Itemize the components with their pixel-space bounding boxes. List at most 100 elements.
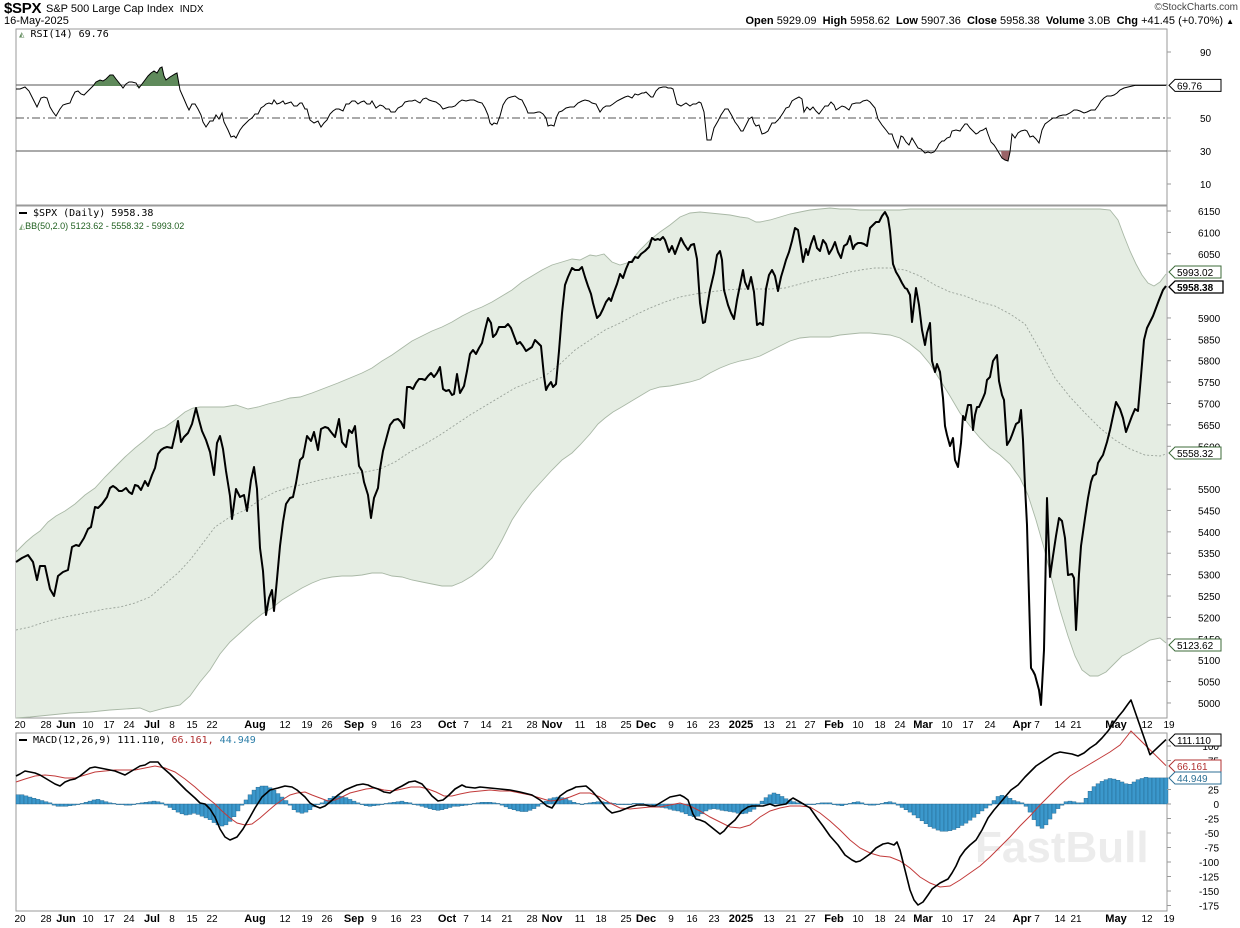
date-tick-label: 11	[575, 914, 586, 925]
bb-indicator-icon: ◭	[19, 222, 26, 231]
index-title: S&P 500 Large Cap Index	[46, 3, 174, 15]
date-tick-label: 24	[984, 720, 996, 731]
value-tag: 66.161	[1177, 762, 1208, 773]
date-tick-label: 21	[1070, 914, 1082, 925]
date-tick-label: 18	[595, 720, 607, 731]
high-value: 5958.62	[850, 15, 890, 27]
date-tick-label: 19	[1163, 914, 1175, 925]
value-tag: 5558.32	[1177, 449, 1214, 460]
volume-value: 3.0B	[1087, 15, 1111, 27]
rsi-legend-text: RSI(14) 69.76	[30, 29, 109, 40]
date-tick-label: 16	[686, 720, 698, 731]
macd-line	[15, 699, 1167, 906]
macd-signal-line	[15, 730, 1167, 888]
date-tick-label: 21	[785, 914, 797, 925]
date-tick-label: 15	[186, 720, 198, 731]
bollinger-band-fill	[16, 208, 1166, 718]
date-tick-label: 12	[1141, 720, 1153, 731]
date-tick-label: 23	[708, 720, 720, 731]
date-tick-label: 19	[301, 720, 313, 731]
date-tick-label: 19	[1163, 720, 1175, 731]
bollinger-lower-band	[15, 332, 1167, 719]
macd-tick-label: -175	[1199, 902, 1219, 913]
date-tick-label: Dec	[636, 913, 656, 925]
value-tag: 5958.38	[1177, 283, 1214, 294]
date-tick-label: 10	[852, 914, 864, 925]
fastbull-watermark: FastBull	[975, 823, 1149, 872]
date-tick-label: 13	[763, 914, 775, 925]
date-tick-label: 26	[321, 914, 333, 925]
price-tick-label: 6100	[1198, 228, 1221, 239]
price-axis: 6150610060505900585058005750570056505600…	[1167, 207, 1224, 710]
macd-panel	[15, 732, 1168, 912]
date-tick-label: 15	[186, 914, 198, 925]
price-tick-label: 5050	[1198, 678, 1221, 689]
bollinger-upper-band	[15, 207, 1167, 553]
date-tick-label: Nov	[542, 719, 564, 731]
line-swatch-icon	[19, 212, 27, 214]
date-tick-label: 17	[103, 914, 115, 925]
date-tick-label: 22	[206, 914, 218, 925]
date-tick-label: 27	[804, 720, 816, 731]
price-tick-label: 5750	[1198, 378, 1221, 389]
date-tick-label: 25	[620, 914, 632, 925]
date-tick-label: 10	[941, 720, 953, 731]
macd-axis: 10075250-25-50-75-100-125-150-175111.110…	[1167, 733, 1222, 913]
date-tick-label: Apr	[1013, 719, 1033, 731]
date-tick-label: 21	[785, 720, 797, 731]
price-tick-label: 5100	[1198, 656, 1221, 667]
macd-tick-label: -150	[1199, 887, 1219, 898]
date-tick-label: 21	[501, 720, 513, 731]
date-tick-label: 10	[852, 720, 864, 731]
date-tick-label: 23	[410, 720, 422, 731]
macd-tick-label: 25	[1208, 786, 1220, 797]
date-tick-label: Sep	[344, 913, 364, 925]
price-tick-label: 5000	[1198, 699, 1221, 710]
low-label: Low	[895, 15, 918, 27]
value-tag: 5993.02	[1177, 268, 1214, 279]
date-tick-label: 14	[1054, 914, 1066, 925]
stockcharts-credit: ©StockCharts.com	[1154, 2, 1238, 13]
date-tick-label: Nov	[542, 913, 564, 925]
date-tick-label: 18	[595, 914, 607, 925]
date-tick-label: 24	[123, 914, 135, 925]
date-tick-label: 28	[526, 914, 538, 925]
line-swatch-icon	[19, 739, 27, 741]
date-tick-label: 10	[82, 720, 94, 731]
date-tick-label: 16	[390, 914, 402, 925]
date-tick-label: 10	[82, 914, 94, 925]
date-axis-top: 20 28 Jun 10 17 24 Jul 8 15 22 Aug 12 19 26 Sep 9 16 23 Oc…	[14, 719, 1175, 731]
date-tick-label: 2025	[729, 719, 753, 731]
rsi-line	[16, 66, 1166, 162]
macd-legend: MACD(12,26,9) 111.110, 66.161, 44.949	[19, 735, 256, 746]
date-tick-label: 25	[620, 720, 632, 731]
date-tick-label: Jul	[144, 719, 160, 731]
date-tick-label: 23	[708, 914, 720, 925]
date-tick-label: 24	[984, 914, 996, 925]
date-tick-label: 14	[480, 720, 492, 731]
ohlc-summary: Open 5929.09 High 5958.62 Low 5907.36 Cl…	[746, 15, 1235, 27]
value-tag: 69.76	[1177, 81, 1202, 92]
date-tick-label: 28	[40, 720, 52, 731]
date-tick-label: 12	[279, 914, 291, 925]
date-tick-label: 9	[668, 720, 674, 731]
date-tick-label: 7	[1034, 914, 1040, 925]
date-tick-label: 22	[206, 720, 218, 731]
date-tick-label: 16	[686, 914, 698, 925]
date-tick-label: 8	[169, 720, 175, 731]
date-tick-label: 16	[390, 720, 402, 731]
price-legend-text: $SPX (Daily) 5958.38	[33, 208, 154, 219]
symbol: $SPX	[4, 0, 42, 17]
date-tick-label: 21	[1070, 720, 1082, 731]
date-tick-label: Jul	[144, 913, 160, 925]
date-tick-label: 9	[371, 720, 377, 731]
high-label: High	[822, 15, 848, 27]
rsi-reference-lines	[16, 84, 1167, 152]
macd-tick-label: -50	[1205, 829, 1220, 840]
rsi-panel	[15, 28, 1168, 206]
date-tick-label: 17	[103, 720, 115, 731]
price-tick-label: 5900	[1198, 314, 1221, 325]
macd-tick-label: -125	[1199, 873, 1219, 884]
price-tick-label: 5250	[1198, 592, 1221, 603]
histogram-legend-text: 44.949	[213, 735, 256, 746]
